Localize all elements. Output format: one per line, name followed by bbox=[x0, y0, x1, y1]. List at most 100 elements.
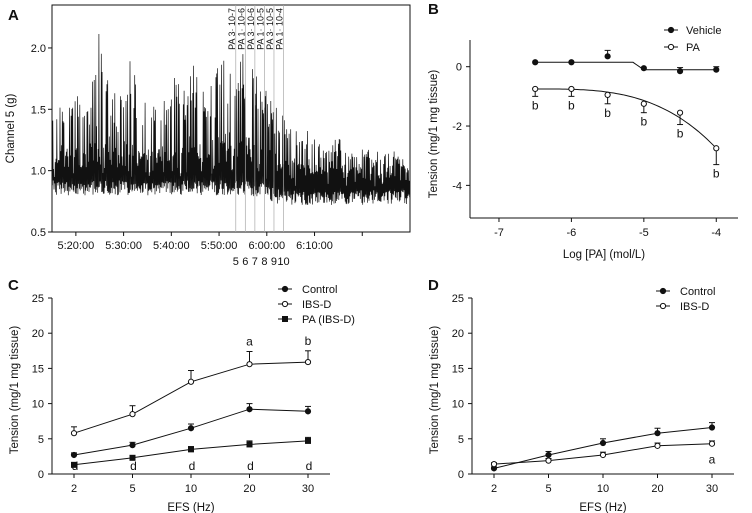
significance-annotation: b bbox=[305, 334, 312, 348]
x-tick-label: -6 bbox=[567, 227, 577, 239]
y-tick-label: 0 bbox=[38, 469, 44, 481]
y-tick-label: 20 bbox=[452, 328, 464, 340]
legend-marker bbox=[667, 26, 675, 34]
y-tick-label: -4 bbox=[452, 180, 462, 192]
y-tick-label: 10 bbox=[452, 399, 464, 411]
pa-annotation: b bbox=[640, 115, 647, 129]
legend-label: Control bbox=[680, 286, 715, 298]
pa-ibs-d--point bbox=[71, 461, 77, 468]
pa-point bbox=[676, 109, 684, 116]
x-tick-label: 5:40:00 bbox=[153, 240, 190, 252]
y-tick-label: 1.5 bbox=[31, 104, 46, 116]
x-tick-label: 20 bbox=[651, 483, 663, 495]
y-axis-label: Tension (mg/1 mg tissue) bbox=[9, 326, 21, 455]
x-tick-label: 5:30:00 bbox=[105, 240, 142, 252]
y-tick-label: 10 bbox=[32, 399, 44, 411]
pa-ibs-d--annotation: d bbox=[306, 459, 313, 473]
y-axis-label: Tension (mg/1 mg tissue) bbox=[428, 70, 440, 199]
pa-ibs-d--annotation: d bbox=[247, 459, 254, 473]
y-tick-label: 15 bbox=[32, 363, 44, 375]
pa-annotation: b bbox=[568, 98, 575, 112]
y-tick-label: 2.0 bbox=[31, 43, 46, 55]
ibs-d-point bbox=[654, 442, 661, 449]
pa-curve bbox=[535, 88, 717, 149]
vehicle-point bbox=[640, 65, 647, 72]
control-point bbox=[708, 424, 716, 431]
y-tick-label: 25 bbox=[452, 293, 464, 305]
pa-annotation: b bbox=[677, 127, 684, 141]
pa-point bbox=[713, 145, 720, 152]
significance-annotation: a bbox=[709, 453, 716, 467]
x-tick-label: 6:10:00 bbox=[296, 240, 333, 252]
ibs-d-point bbox=[246, 361, 253, 368]
control-point bbox=[654, 430, 661, 437]
pa-point bbox=[640, 100, 647, 107]
x-tick-label: 5:20:00 bbox=[58, 240, 95, 252]
x-tick-label: -5 bbox=[639, 227, 649, 239]
event-number: 8 bbox=[261, 256, 267, 268]
y-axis-label: Tension (mg/1 mg tissue) bbox=[429, 326, 441, 455]
y-tick-label: -2 bbox=[452, 121, 462, 133]
force-trace bbox=[51, 33, 411, 205]
pa-ibs-d--annotation: d bbox=[72, 459, 79, 473]
x-tick-label: 30 bbox=[302, 483, 314, 495]
legend-marker bbox=[659, 287, 667, 295]
ibs-d-point bbox=[70, 430, 78, 437]
legend-marker bbox=[659, 302, 667, 310]
pa-annotation: b bbox=[604, 106, 611, 120]
legend-label: IBS-D bbox=[302, 299, 331, 311]
x-axis-label: EFS (Hz) bbox=[579, 502, 626, 513]
panel-label: D bbox=[428, 277, 439, 294]
legend-label: Vehicle bbox=[686, 25, 721, 37]
event-number: 7 bbox=[252, 256, 258, 268]
x-tick-label: 30 bbox=[706, 483, 718, 495]
pa-point bbox=[568, 85, 575, 93]
panel-b: B -4 -2 0 -7 -6 -5 -4 Log [PA] (mol/L) Tension (m… bbox=[428, 1, 738, 261]
legend-marker bbox=[667, 43, 675, 51]
control-point bbox=[545, 451, 552, 459]
ibs-d-point bbox=[599, 451, 607, 459]
control-point bbox=[246, 406, 253, 413]
control-point bbox=[129, 442, 136, 449]
pa-ibs-d--point bbox=[246, 441, 253, 448]
ibs-d-point bbox=[490, 461, 498, 468]
legend-label: PA bbox=[686, 42, 701, 54]
legend-marker bbox=[281, 285, 289, 293]
event-label: PA 1· 10-4 bbox=[275, 8, 285, 50]
x-axis-label: EFS (Hz) bbox=[167, 502, 214, 513]
event-number: 9 bbox=[271, 256, 277, 268]
control-point bbox=[304, 408, 312, 415]
legend-label: IBS-D bbox=[680, 301, 709, 313]
vehicle-point bbox=[676, 68, 684, 75]
vehicle-point bbox=[568, 59, 575, 66]
pa-ibs-d--annotation: d bbox=[130, 459, 137, 473]
x-tick-label: -7 bbox=[494, 227, 504, 239]
y-tick-label: 5 bbox=[458, 434, 464, 446]
y-axis-label: Channel 5 (g) bbox=[5, 93, 17, 163]
y-tick-label: 20 bbox=[32, 328, 44, 340]
event-label: PA 1· 10-5 bbox=[255, 8, 265, 50]
x-tick-label: 10 bbox=[597, 483, 609, 495]
control-point bbox=[70, 451, 78, 459]
y-tick-label: 0 bbox=[458, 469, 464, 481]
pa-ibs-d--point bbox=[129, 454, 136, 461]
legend-marker bbox=[282, 316, 288, 322]
y-tick-label: 15 bbox=[452, 363, 464, 375]
pa-point bbox=[532, 85, 539, 93]
x-tick-label: 20 bbox=[243, 483, 255, 495]
significance-annotation: a bbox=[246, 335, 253, 349]
pa-ibs-d--point bbox=[188, 446, 194, 453]
event-label: PA 1· 10-6 bbox=[236, 8, 246, 50]
plot-frame bbox=[51, 4, 411, 233]
ibs-d-point bbox=[304, 358, 312, 366]
ibs-d-point bbox=[708, 440, 716, 447]
ibs-d-point bbox=[129, 411, 136, 418]
x-axis-label: Log [PA] (mol/L) bbox=[563, 249, 645, 261]
control-point bbox=[187, 425, 195, 432]
vehicle-point bbox=[604, 53, 611, 60]
vehicle-curve bbox=[535, 61, 717, 71]
x-tick-label: 6:00:00 bbox=[248, 240, 285, 252]
